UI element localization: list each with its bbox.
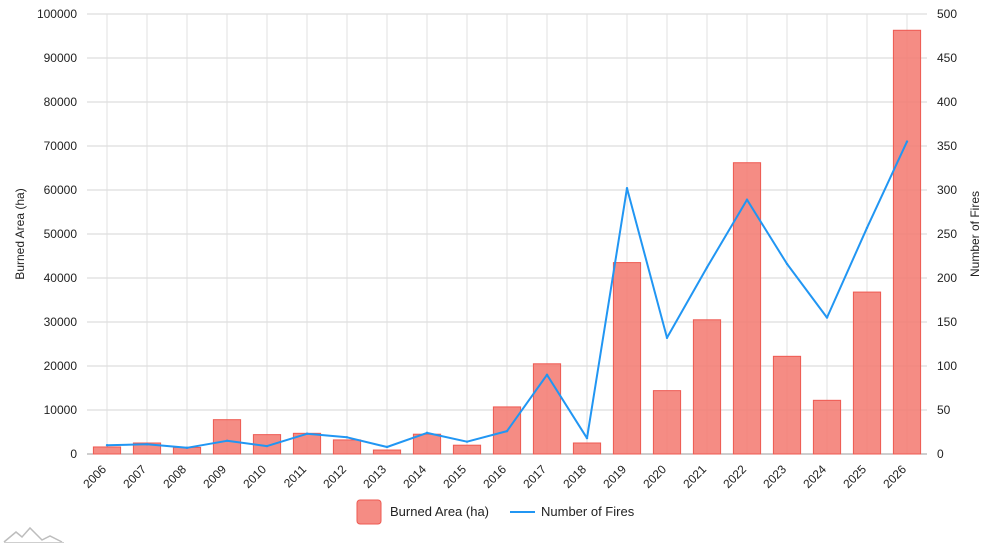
right-axis-title: Number of Fires: [968, 191, 982, 277]
line-point-2023[interactable]: [785, 262, 789, 266]
line-point-2019[interactable]: [625, 187, 629, 190]
line-point-2025[interactable]: [865, 226, 869, 230]
right-tick-label: 150: [937, 315, 957, 329]
bar-2025[interactable]: [852, 291, 882, 455]
bar-2024[interactable]: [812, 399, 842, 455]
line-point-2009[interactable]: [225, 439, 229, 442]
bar-2006[interactable]: [92, 446, 122, 455]
left-tick-label: 10000: [44, 403, 78, 417]
bar-2022[interactable]: [732, 162, 762, 455]
line-point-2007[interactable]: [145, 443, 149, 446]
x-tick-label: 2018: [560, 462, 589, 491]
line-point-2017[interactable]: [545, 373, 549, 376]
legend-item-number-of-fires[interactable]: Number of Fires: [510, 504, 635, 519]
left-tick-label: 20000: [44, 359, 78, 373]
line-point-2014[interactable]: [425, 431, 429, 435]
legend-label-number-of-fires: Number of Fires: [541, 504, 635, 519]
bar-2015[interactable]: [452, 444, 482, 455]
line-point-2011[interactable]: [305, 432, 309, 435]
line-point-2021[interactable]: [705, 266, 709, 269]
x-tick-label: 2026: [880, 462, 909, 491]
right-tick-label: 0: [937, 447, 944, 461]
bar-2020[interactable]: [652, 390, 682, 455]
bar-2007[interactable]: [132, 442, 162, 455]
x-tick-label: 2023: [760, 462, 789, 491]
line-point-2018[interactable]: [585, 436, 589, 440]
line-point-2020[interactable]: [665, 336, 669, 340]
line-point-2022[interactable]: [745, 198, 749, 201]
x-tick-label: 2017: [520, 462, 549, 491]
x-tick-label: 2008: [160, 462, 189, 491]
right-tick-label: 200: [937, 271, 957, 285]
x-tick-label: 2011: [281, 462, 309, 490]
x-tick-label: 2022: [720, 462, 749, 491]
bar-2012[interactable]: [332, 439, 362, 455]
bar-2013[interactable]: [372, 449, 402, 455]
x-tick-label: 2009: [200, 462, 229, 491]
right-tick-label: 400: [937, 95, 957, 109]
bar-2014[interactable]: [412, 433, 442, 455]
x-tick-label: 2014: [400, 462, 429, 491]
x-tick-label: 2025: [840, 462, 869, 491]
x-tick-label: 2006: [80, 462, 109, 491]
line-point-2015[interactable]: [465, 440, 469, 443]
x-tick-label: 2019: [600, 462, 629, 491]
bar-2019[interactable]: [612, 262, 642, 455]
left-tick-label: 0: [70, 447, 77, 461]
legend-item-burned-area[interactable]: Burned Area (ha): [356, 499, 489, 525]
line-point-2026[interactable]: [905, 140, 909, 143]
bar-2017[interactable]: [532, 363, 562, 455]
line-point-2012[interactable]: [345, 436, 349, 439]
line-point-2008[interactable]: [185, 446, 189, 450]
x-tick-label: 2007: [120, 462, 149, 491]
left-tick-label: 80000: [44, 95, 78, 109]
line-point-2006[interactable]: [105, 444, 109, 447]
right-tick-label: 450: [937, 51, 957, 65]
bar-2021[interactable]: [692, 319, 722, 455]
legend-label-burned-area: Burned Area (ha): [390, 504, 489, 519]
left-tick-label: 100000: [37, 7, 77, 21]
x-tick-label: 2015: [440, 462, 469, 491]
right-tick-label: 250: [937, 227, 957, 241]
mountains-logo-icon: [3, 526, 64, 543]
right-tick-label: 350: [937, 139, 957, 153]
x-tick-label: 2021: [680, 462, 709, 491]
legend-swatch-burned-area: [356, 499, 382, 525]
bar-2023[interactable]: [772, 355, 802, 455]
left-axis-title: Burned Area (ha): [13, 188, 27, 279]
legend: Burned Area (ha) Number of Fires: [356, 499, 635, 525]
burned-area-bars: [92, 29, 922, 455]
left-tick-label: 50000: [44, 227, 78, 241]
line-point-2013[interactable]: [385, 445, 389, 449]
x-tick-label: 2024: [800, 462, 829, 491]
x-tick-label: 2020: [640, 462, 669, 491]
x-tick-label: 2013: [360, 462, 389, 491]
line-point-2024[interactable]: [825, 316, 829, 319]
x-tick-label: 2010: [240, 462, 269, 491]
left-tick-label: 70000: [44, 139, 78, 153]
x-tick-label: 2012: [320, 462, 349, 491]
left-tick-label: 60000: [44, 183, 78, 197]
left-tick-label: 90000: [44, 51, 78, 65]
number-of-fires-line: [105, 140, 909, 450]
bar-2018[interactable]: [572, 442, 602, 455]
left-tick-label: 40000: [44, 271, 78, 285]
x-tick-label: 2016: [480, 462, 509, 491]
line-point-2016[interactable]: [505, 429, 509, 433]
right-tick-label: 300: [937, 183, 957, 197]
right-tick-label: 500: [937, 7, 957, 21]
right-tick-label: 50: [937, 403, 951, 417]
right-tick-label: 100: [937, 359, 957, 373]
line-point-2010[interactable]: [265, 444, 269, 448]
bar-2026[interactable]: [892, 29, 922, 455]
left-tick-label: 30000: [44, 315, 78, 329]
bar-2009[interactable]: [212, 419, 242, 455]
